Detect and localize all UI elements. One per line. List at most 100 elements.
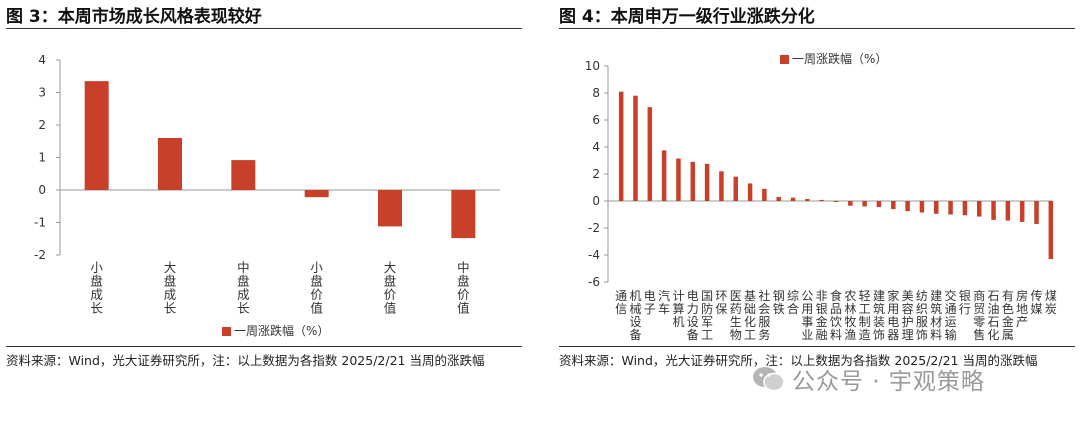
right-x-label: 计算机 <box>672 289 684 329</box>
left-bar <box>378 190 402 227</box>
right-bar <box>862 201 867 207</box>
right-bar <box>876 201 882 208</box>
right-legend-label: 一周涨跌幅（%） <box>792 51 887 66</box>
right-y-tick-label: 0 <box>592 194 600 208</box>
right-bar <box>776 196 781 201</box>
left-source-note: 资料来源：Wind，光大证券研究所，注：以上数据为各指数 2025/2/21 当… <box>6 353 485 368</box>
left-legend-label: 一周涨跌幅（%） <box>234 323 329 338</box>
right-bar <box>618 91 624 201</box>
right-bar <box>647 107 653 201</box>
left-bar <box>84 81 109 190</box>
right-x-label: 农林牧渔 <box>844 289 856 342</box>
left-y-tick-label: -1 <box>34 216 46 230</box>
right-bar <box>733 176 738 201</box>
right-bar <box>1005 201 1011 221</box>
right-x-label: 机械设备 <box>629 289 641 342</box>
right-bar <box>1019 201 1025 222</box>
right-bar <box>848 201 853 206</box>
left-chart-title: 图 3：本周市场成长风格表现较好 <box>6 7 262 27</box>
left-title-rule <box>6 28 522 29</box>
right-x-label: 汽车 <box>658 288 670 316</box>
right-x-label: 非银金融 <box>816 289 828 342</box>
right-legend-swatch <box>780 55 789 64</box>
left-x-label: 小盘成长 <box>90 260 103 316</box>
right-y-tick-label: 8 <box>592 86 600 100</box>
right-bar <box>633 95 638 201</box>
right-bar <box>905 201 910 212</box>
right-bar <box>962 201 968 216</box>
right-x-label: 社会服务 <box>758 288 770 342</box>
right-x-label: 电子 <box>644 289 656 316</box>
right-x-label: 医药生物 <box>730 289 742 342</box>
right-x-label: 美容护理 <box>902 289 914 342</box>
left-bar <box>451 190 476 239</box>
right-x-label: 环保 <box>715 289 727 316</box>
left-bar <box>304 190 329 198</box>
right-y-tick-label: 4 <box>592 140 600 154</box>
right-x-label: 石油石化 <box>988 289 1000 342</box>
right-x-label: 轻工制造 <box>859 289 871 342</box>
right-bar <box>690 161 696 201</box>
right-bar <box>833 201 839 202</box>
right-bar <box>919 201 925 213</box>
right-y-tick-label: 6 <box>592 113 600 127</box>
left-legend-swatch <box>222 327 231 336</box>
right-y-tick-label: 2 <box>592 167 600 181</box>
right-x-label: 通信 <box>615 289 627 316</box>
left-bar <box>231 160 256 190</box>
left-y-tick-label: -2 <box>34 248 46 262</box>
left-source-rule <box>6 346 522 347</box>
right-x-label: 商贸零售 <box>973 288 985 342</box>
right-x-label: 传媒 <box>1031 288 1043 316</box>
right-bar <box>719 171 724 201</box>
right-bar <box>704 163 710 201</box>
right-y-tick-label: -2 <box>588 221 600 235</box>
right-x-label: 基础化工 <box>744 289 756 342</box>
left-y-tick-label: 2 <box>38 118 46 132</box>
right-bar <box>661 150 667 201</box>
right-bar <box>790 197 796 201</box>
right-bar <box>805 198 810 201</box>
left-x-label: 中盘价值 <box>457 260 470 316</box>
left-bar <box>158 138 182 190</box>
right-y-tick-label: 10 <box>585 59 600 73</box>
right-bar <box>934 201 939 214</box>
right-bar <box>948 201 953 215</box>
right-source-rule <box>559 346 1075 347</box>
right-y-tick-label: -4 <box>588 248 600 262</box>
right-bar <box>1048 201 1054 260</box>
right-y-tick-label: -6 <box>588 275 600 289</box>
right-x-label: 电力设备 <box>687 289 699 342</box>
left-x-label: 大盘成长 <box>164 260 177 316</box>
right-bar <box>1034 201 1039 224</box>
right-title-rule <box>559 28 1075 29</box>
left-y-tick-label: 0 <box>38 183 46 197</box>
right-x-label: 综合 <box>787 289 799 316</box>
right-x-label: 公用事业 <box>801 289 813 342</box>
right-x-label: 钢铁 <box>773 289 785 316</box>
right-x-label: 家用电器 <box>887 288 899 342</box>
right-x-label: 建筑装饰 <box>873 289 885 342</box>
right-bar <box>819 199 824 201</box>
left-y-tick-label: 1 <box>38 151 46 165</box>
right-x-label: 交通运输 <box>945 288 957 342</box>
right-x-label: 建筑材料 <box>930 289 942 342</box>
right-x-label: 房地产 <box>1016 288 1028 329</box>
left-x-label: 大盘价值 <box>384 260 397 316</box>
right-x-label: 纺织服饰 <box>916 289 928 342</box>
left-y-tick-label: 3 <box>38 86 46 100</box>
left-x-label: 中盘成长 <box>237 260 250 316</box>
right-bar <box>976 201 982 217</box>
right-bar <box>676 158 681 201</box>
watermark-text: 公众号 · 宇观策略 <box>792 369 985 395</box>
right-chart-title: 图 4：本周申万一级行业涨跌分化 <box>559 7 815 27</box>
right-x-label: 食品饮料 <box>830 288 842 342</box>
watermark: 公众号 · 宇观策略 <box>752 362 985 396</box>
right-x-label: 银行 <box>959 289 971 316</box>
right-x-label: 有色金属 <box>1002 289 1014 342</box>
wechat-icon <box>753 367 785 392</box>
right-bar <box>747 183 753 201</box>
right-x-label: 煤炭 <box>1045 289 1057 316</box>
right-bar <box>762 188 767 201</box>
